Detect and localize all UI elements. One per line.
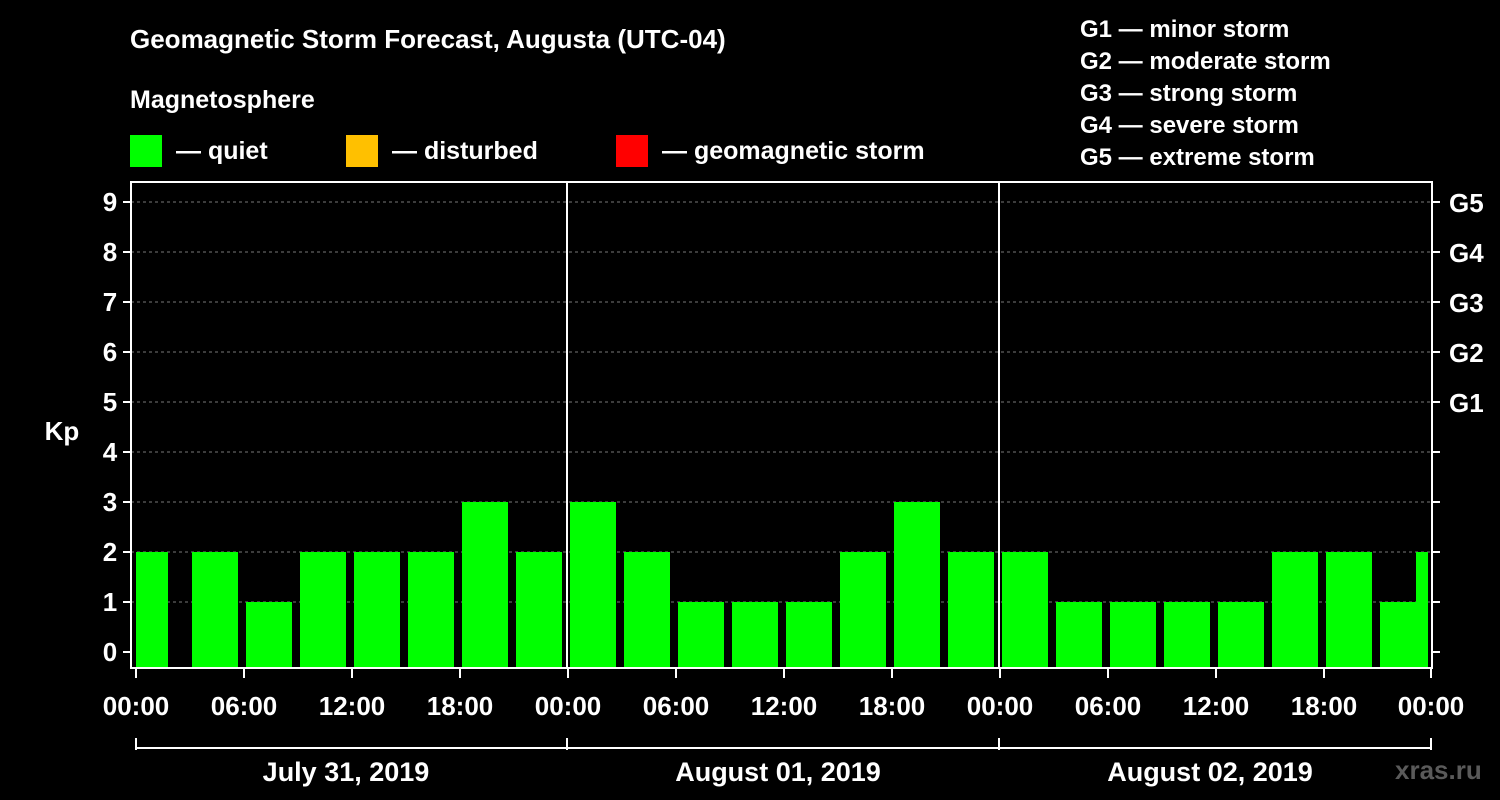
legend-item-quiet: — quiet	[130, 134, 268, 168]
kp-bar	[1272, 552, 1318, 668]
chart-title: Geomagnetic Storm Forecast, Augusta (UTC…	[130, 24, 726, 54]
kp-bar	[840, 552, 886, 668]
y-tick-label: 6	[103, 337, 117, 367]
storm-scale-g1: G1 — minor storm	[1080, 16, 1290, 43]
kp-bar	[1056, 602, 1102, 668]
legend-swatch-disturbed	[346, 135, 378, 167]
kp-bar	[516, 552, 562, 668]
kp-bar-partial	[1416, 552, 1428, 668]
kp-bar	[1218, 602, 1264, 668]
day-label: August 01, 2019	[675, 757, 881, 787]
legend-label-quiet: — quiet	[176, 136, 268, 165]
y-tick-label: 7	[103, 287, 117, 317]
y-tick-label: 5	[103, 387, 117, 417]
kp-bar	[894, 502, 940, 668]
x-tick-label: 18:00	[1291, 691, 1358, 721]
x-tick-label: 12:00	[319, 691, 386, 721]
storm-scale-list: G1 — minor storm G2 — moderate storm G3 …	[1080, 14, 1331, 174]
x-tick-label: 00:00	[967, 691, 1034, 721]
kp-bar	[1110, 602, 1156, 668]
watermark: xras.ru	[1395, 755, 1482, 785]
storm-scale-g3: G3 — strong storm	[1080, 80, 1298, 107]
storm-level-label: G4	[1449, 238, 1484, 268]
kp-bar	[948, 552, 994, 668]
x-tick-label: 06:00	[1075, 691, 1142, 721]
legend-swatch-storm	[616, 135, 648, 167]
x-tick-label: 00:00	[535, 691, 602, 721]
y-axis-label: Kp	[45, 416, 80, 446]
y-tick-label: 4	[103, 437, 118, 467]
day-label: July 31, 2019	[263, 757, 430, 787]
kp-bar	[246, 602, 292, 668]
legend-swatch-quiet	[130, 135, 162, 167]
kp-bar	[462, 502, 508, 668]
y-tick-label: 1	[103, 587, 117, 617]
kp-bar	[354, 552, 400, 668]
y-tick-label: 8	[103, 237, 117, 267]
x-tick-label: 12:00	[1183, 691, 1250, 721]
x-tick-label: 18:00	[427, 691, 494, 721]
storm-level-label: G2	[1449, 338, 1484, 368]
x-tick-label: 18:00	[859, 691, 926, 721]
legend-item-disturbed: — disturbed	[346, 134, 538, 168]
y-tick-label: 2	[103, 537, 117, 567]
storm-level-label: G5	[1449, 188, 1484, 218]
x-tick-label: 06:00	[643, 691, 710, 721]
storm-scale-g4: G4 — severe storm	[1080, 112, 1299, 139]
kp-bar	[624, 552, 670, 668]
storm-level-label: G3	[1449, 288, 1484, 318]
kp-bar	[1002, 552, 1048, 668]
storm-level-label: G1	[1449, 388, 1484, 418]
x-tick-label: 06:00	[211, 691, 278, 721]
kp-bar	[192, 552, 238, 668]
storm-scale-g2: G2 — moderate storm	[1080, 48, 1331, 75]
kp-bar	[678, 602, 724, 668]
kp-bar	[300, 552, 346, 668]
legend-label-disturbed: — disturbed	[392, 136, 538, 165]
plot-frame	[130, 181, 1433, 669]
kp-bar	[732, 602, 778, 668]
x-tick-label: 00:00	[103, 691, 170, 721]
kp-bar	[570, 502, 616, 668]
x-tick-label: 00:00	[1398, 691, 1465, 721]
kp-bar	[1326, 552, 1372, 668]
legend-label-storm: — geomagnetic storm	[662, 136, 925, 165]
kp-bar	[1164, 602, 1210, 668]
day-label: August 02, 2019	[1107, 757, 1313, 787]
chart-subtitle: Magnetosphere	[130, 86, 315, 114]
y-tick-label: 0	[103, 637, 117, 667]
x-tick-label: 12:00	[751, 691, 818, 721]
legend-item-storm: — geomagnetic storm	[616, 134, 925, 168]
kp-bar	[136, 552, 168, 668]
y-tick-label: 3	[103, 487, 117, 517]
storm-scale-g5: G5 — extreme storm	[1080, 144, 1315, 171]
y-tick-label: 9	[103, 187, 117, 217]
kp-bar	[408, 552, 454, 668]
kp-bar	[786, 602, 832, 668]
